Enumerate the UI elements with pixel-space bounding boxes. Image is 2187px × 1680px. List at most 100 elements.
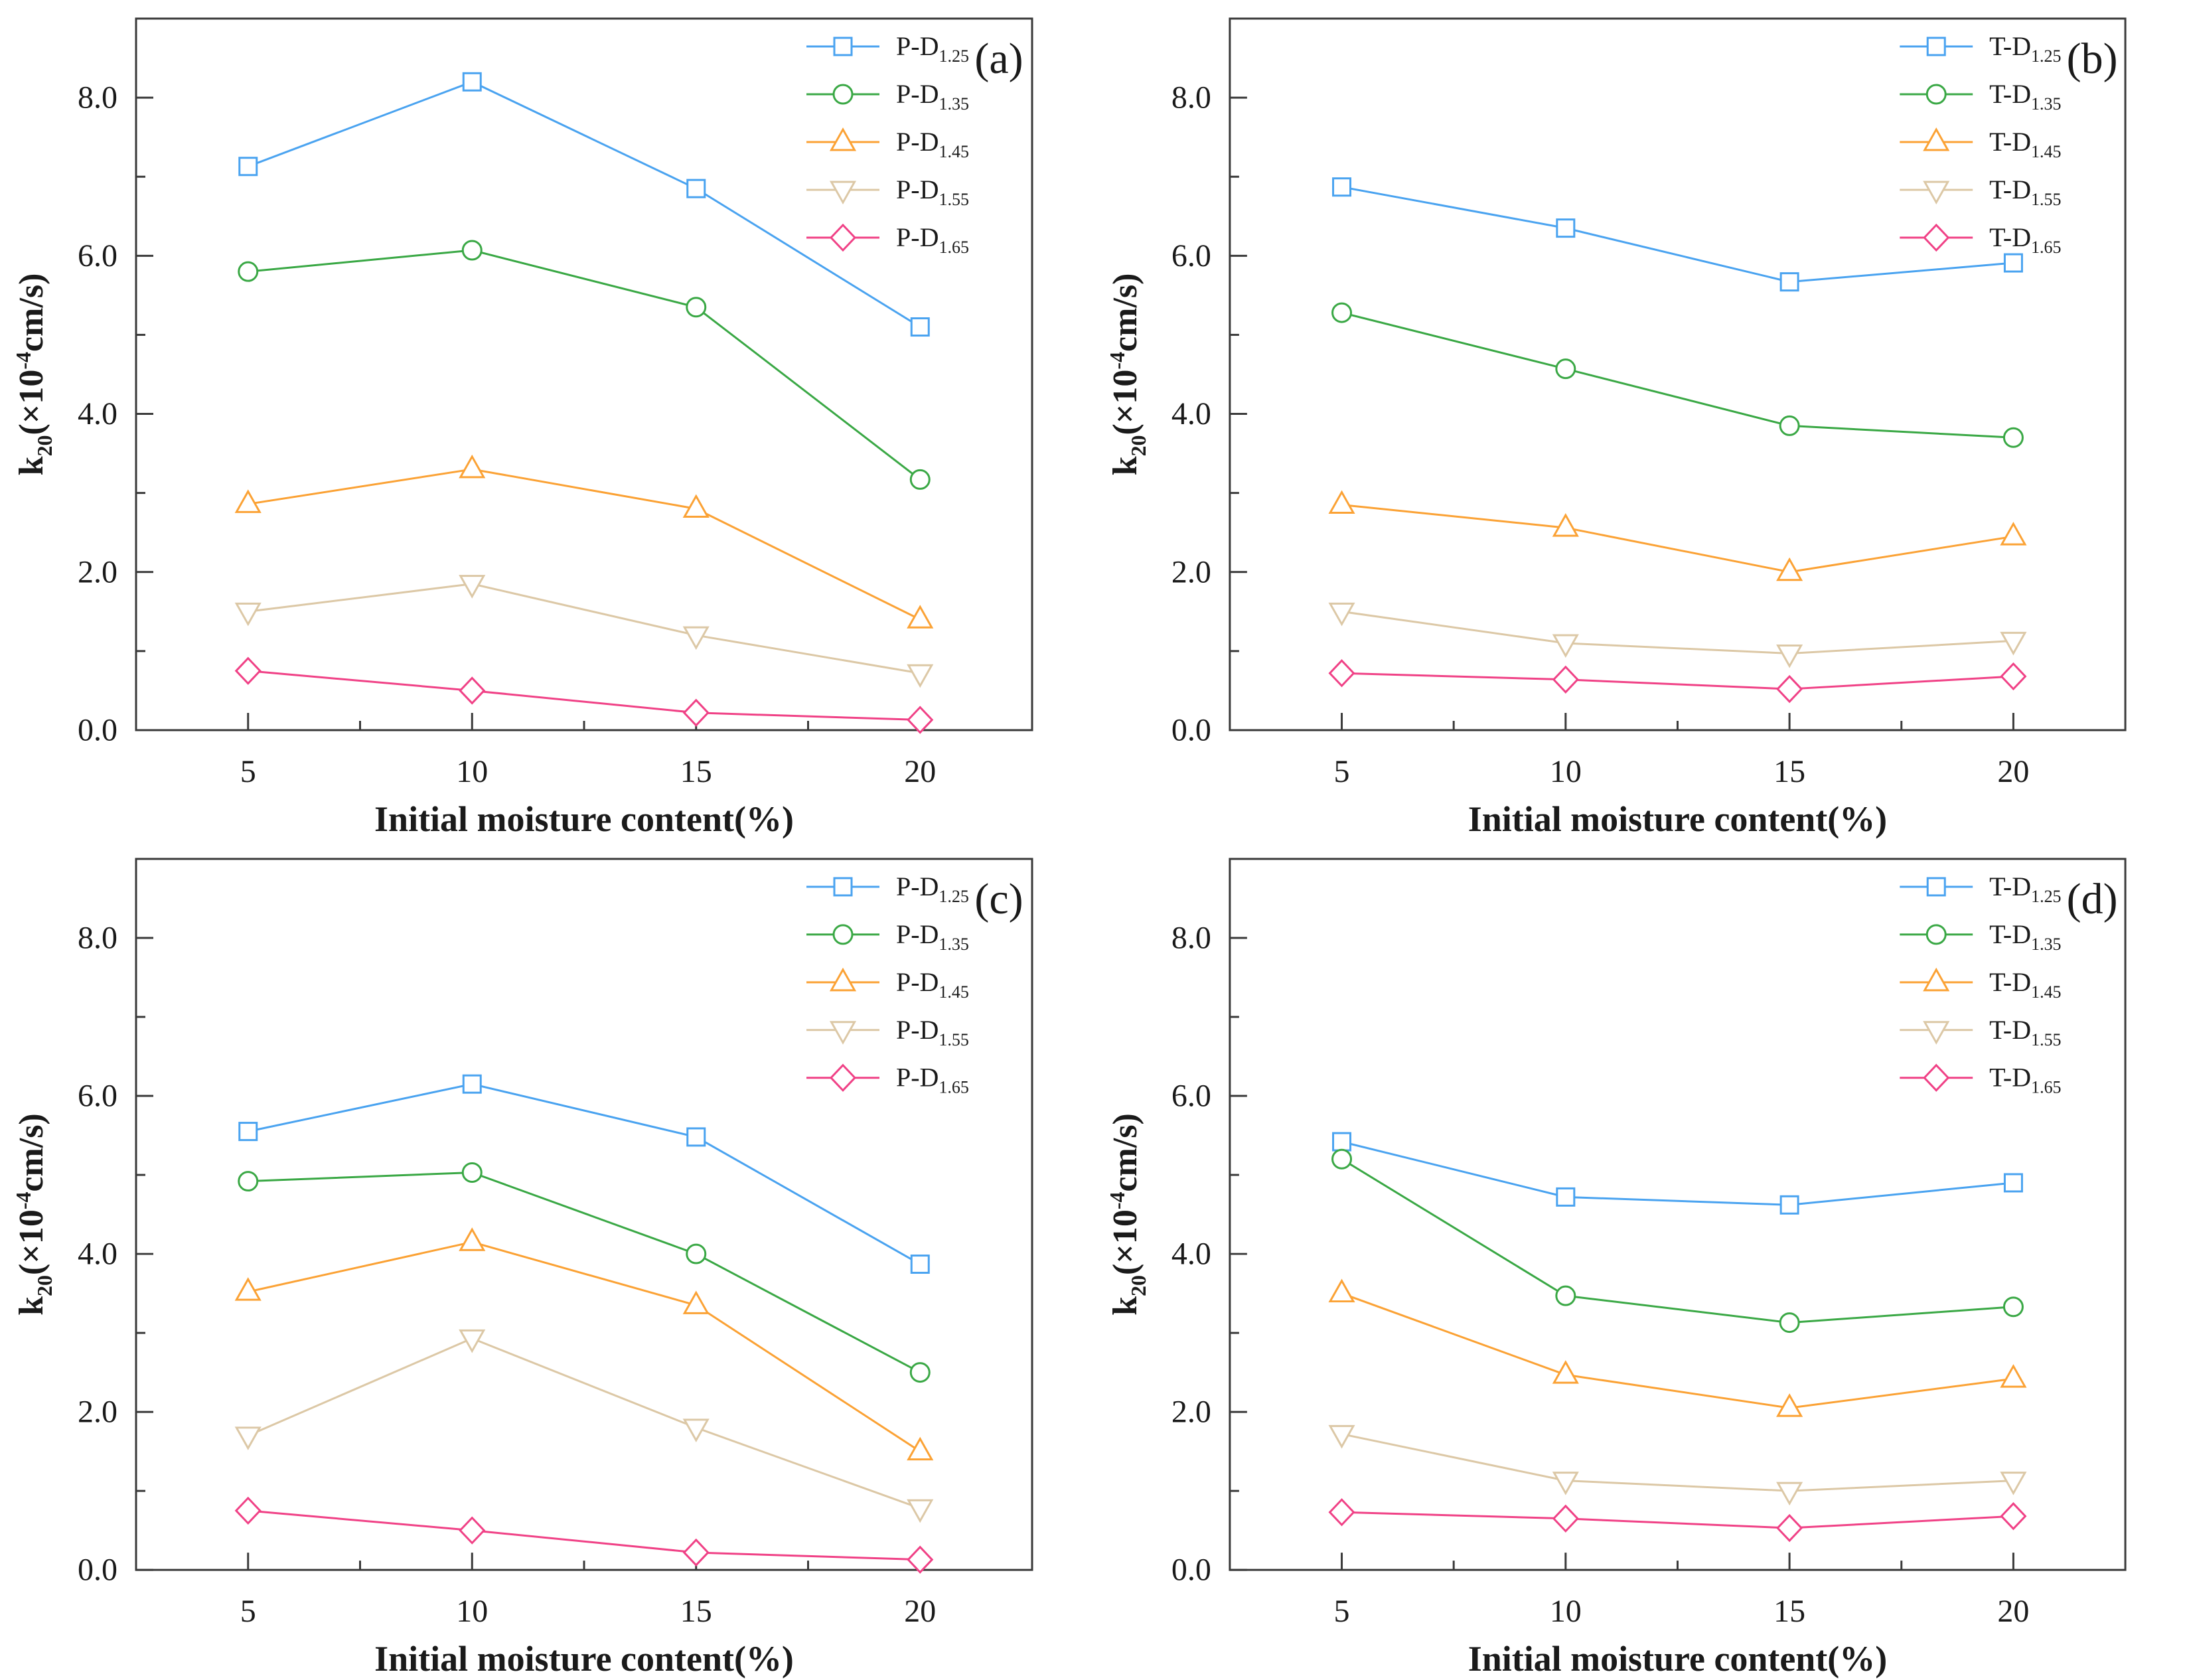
legend-square-marker xyxy=(833,877,853,897)
y-axis-title: k20(×10-4cm/s) xyxy=(1106,1113,1150,1316)
legend-item-P-D-1.35: P-D1.35 xyxy=(806,919,969,954)
panel-label: (a) xyxy=(974,35,1023,83)
chart-svg-b: 5 10 15 20 0.0 2.0 4.0 6.0 8.0 Initial moisture c… xyxy=(1105,17,2127,839)
y-axis-tick-label: 0.0 xyxy=(1171,1553,1211,1588)
series-line-P-D-1.55 xyxy=(248,1337,921,1509)
panel-c: 5 10 15 20 0.0 2.0 4.0 6.0 8.0 Initial moisture c… xyxy=(0,840,1094,1680)
data-point-circle-marker xyxy=(1555,1285,1576,1306)
legend-label: P-D1.35 xyxy=(896,79,969,114)
y-axis-tick-label: 4.0 xyxy=(78,1237,117,1272)
y-axis-tick-label: 0.0 xyxy=(78,713,117,748)
legend-item-P-D-1.45: P-D1.45 xyxy=(806,127,969,161)
legend-label: T-D1.25 xyxy=(1989,872,2061,906)
x-axis-tick-label: 20 xyxy=(1997,754,2029,789)
legend-diamond-marker xyxy=(829,1063,857,1092)
legend: T-D1.25 T-D1.35 T-D1.45 T-D1.55 T-D1.65 xyxy=(1900,31,2062,257)
legend-triangle-down-marker xyxy=(829,1021,857,1045)
data-point-diamond-marker xyxy=(1328,659,1355,688)
data-point-circle-marker xyxy=(909,1362,931,1383)
legend-label: T-D1.65 xyxy=(1989,222,2061,257)
data-point-triangle-up-marker xyxy=(1776,1393,1803,1417)
data-point-diamond-marker xyxy=(1328,1498,1355,1527)
data-point-square-marker xyxy=(910,317,930,337)
series-line-T-D-1.65 xyxy=(1341,1511,2014,1529)
data-point-triangle-up-marker xyxy=(234,489,262,513)
y-axis-tick-label: 6.0 xyxy=(78,1079,117,1114)
legend-label: T-D1.45 xyxy=(1989,967,2061,1002)
legend-item-T-D-1.55: T-D1.55 xyxy=(1900,175,2062,209)
series-line-P-D-1.55 xyxy=(248,583,921,674)
data-point-triangle-up-marker xyxy=(234,1277,262,1301)
x-axis-tick-label: 5 xyxy=(240,1594,256,1629)
legend-label: T-D1.55 xyxy=(1989,175,2061,209)
data-point-triangle-up-marker xyxy=(1776,557,1803,581)
x-axis-tick-label: 15 xyxy=(680,754,712,789)
data-point-circle-marker xyxy=(238,261,259,282)
legend-circle-marker xyxy=(832,84,854,105)
data-point-circle-marker xyxy=(1331,1148,1353,1170)
series-line-P-D-1.45 xyxy=(248,1241,921,1452)
legend-square-marker xyxy=(1926,877,1946,897)
x-axis-tick-label: 15 xyxy=(1773,1594,1805,1629)
y-axis-tick-label: 8.0 xyxy=(78,921,117,956)
data-point-triangle-down-marker xyxy=(1776,644,1803,668)
y-axis-tick-label: 4.0 xyxy=(78,396,117,431)
data-point-circle-marker xyxy=(461,240,483,261)
series-line-P-D-1.35 xyxy=(248,1171,921,1373)
x-axis-tick-label: 10 xyxy=(1550,754,1582,789)
y-axis-tick-label: 4.0 xyxy=(1171,1237,1211,1272)
panel-label: (c) xyxy=(974,875,1023,923)
data-point-square-marker xyxy=(1779,272,1799,292)
legend-triangle-up-marker xyxy=(1923,127,1950,151)
y-axis-tick-label: 2.0 xyxy=(1171,554,1211,589)
legend-label: T-D1.25 xyxy=(1989,31,2061,66)
data-point-circle-marker xyxy=(686,1243,707,1264)
data-point-circle-marker xyxy=(1779,1312,1800,1334)
data-point-diamond-marker xyxy=(234,1496,262,1525)
data-point-triangle-down-marker xyxy=(682,1418,710,1442)
legend-item-P-D-1.35: P-D1.35 xyxy=(806,79,969,114)
legend-item-T-D-1.55: T-D1.55 xyxy=(1900,1015,2062,1049)
legend-label: P-D1.55 xyxy=(896,1015,969,1049)
series-line-P-D-1.35 xyxy=(248,249,921,481)
data-point-circle-marker xyxy=(1331,302,1353,323)
data-point-square-marker xyxy=(1332,1132,1352,1152)
legend-triangle-down-marker xyxy=(829,181,857,205)
data-point-square-marker xyxy=(1332,177,1352,197)
data-point-triangle-up-marker xyxy=(682,1290,710,1314)
legend: P-D1.25 P-D1.35 P-D1.45 P-D1.55 P-D1.65 xyxy=(806,31,969,257)
data-point-triangle-down-marker xyxy=(907,1499,934,1523)
data-point-triangle-down-marker xyxy=(2000,631,2027,656)
y-axis-tick-label: 6.0 xyxy=(1171,238,1211,273)
legend-circle-marker xyxy=(1925,84,1947,105)
legend-item-P-D-1.45: P-D1.45 xyxy=(806,967,969,1002)
legend-label: T-D1.55 xyxy=(1989,1015,2061,1049)
x-axis-tick-label: 10 xyxy=(456,1594,488,1629)
chart-svg-d: 5 10 15 20 0.0 2.0 4.0 6.0 8.0 Initial moisture c… xyxy=(1106,858,2127,1679)
y-axis-tick-label: 2.0 xyxy=(78,554,117,589)
data-point-circle-marker xyxy=(686,297,707,318)
legend-item-T-D-1.45: T-D1.45 xyxy=(1900,967,2062,1002)
series-line-T-D-1.45 xyxy=(1341,504,2014,573)
data-point-square-marker xyxy=(462,72,482,92)
legend-label: T-D1.35 xyxy=(1989,79,2061,114)
plot-frame xyxy=(135,17,1033,731)
plot-frame xyxy=(135,858,1033,1571)
series-line-P-D-1.65 xyxy=(248,1509,921,1561)
legend-square-marker xyxy=(833,37,853,56)
data-point-triangle-down-marker xyxy=(1328,602,1355,627)
data-point-triangle-down-marker xyxy=(1552,634,1579,658)
data-point-triangle-up-marker xyxy=(1328,1278,1355,1303)
plot-frame xyxy=(1229,17,2127,731)
data-point-square-marker xyxy=(238,1122,258,1142)
legend-circle-marker xyxy=(1925,924,1947,945)
series-line-T-D-1.65 xyxy=(1341,672,2014,690)
data-point-circle-marker xyxy=(1555,358,1576,380)
x-axis-title: Initial moisture content(%) xyxy=(1468,799,1887,839)
data-point-diamond-marker xyxy=(459,1516,486,1545)
data-point-square-marker xyxy=(686,1127,706,1147)
legend-diamond-marker xyxy=(829,223,857,252)
data-point-diamond-marker xyxy=(907,706,934,734)
y-axis-tick-label: 0.0 xyxy=(1171,712,1211,747)
